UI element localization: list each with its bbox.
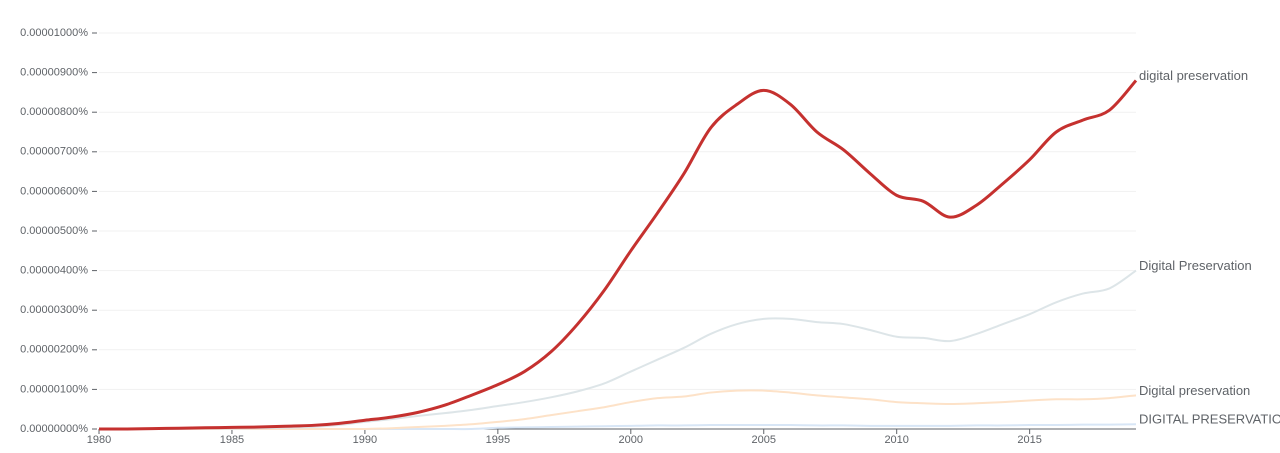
x-tick-label: 2005 [752, 434, 776, 446]
series-line [98, 389, 1137, 431]
y-tick-label: 0.00000800% [20, 106, 88, 118]
y-tick-label: 0.00000000% [20, 423, 88, 435]
x-tick-label: 1985 [220, 434, 244, 446]
x-tick-label: 2015 [1017, 434, 1041, 446]
y-tick-label: 0.00000300% [20, 304, 88, 316]
y-tick-label: 0.00000700% [20, 146, 88, 158]
y-tick-label: 0.00000600% [20, 185, 88, 197]
series-label: DIGITAL PRESERVATION [1139, 412, 1280, 427]
x-tick-label: 1995 [486, 434, 510, 446]
series-label: digital preservation [1139, 68, 1248, 83]
y-tick-label: 0.00000900% [20, 67, 88, 79]
series-label: Digital Preservation [1139, 258, 1252, 273]
y-tick-label: 0.00001000% [20, 27, 88, 39]
series-line [98, 79, 1138, 431]
x-tick-label: 1990 [353, 434, 377, 446]
y-tick-label: 0.00000200% [20, 344, 88, 356]
y-tick-label: 0.00000100% [20, 383, 88, 395]
x-tick-label: 1980 [87, 434, 111, 446]
y-tick-label: 0.00000400% [20, 265, 88, 277]
x-tick-label: 2010 [884, 434, 908, 446]
y-tick-label: 0.00000500% [20, 225, 88, 237]
x-tick-label: 2000 [619, 434, 643, 446]
series-label: Digital preservation [1139, 383, 1250, 398]
